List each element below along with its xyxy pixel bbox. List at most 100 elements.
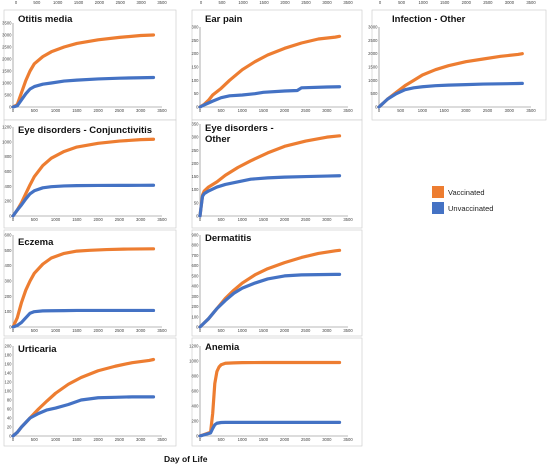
x-tick-label: 1500 [259, 437, 269, 442]
x-tick-label: 3000 [136, 328, 146, 333]
x-tick-label: 2000 [93, 217, 103, 222]
top-axis-tick-label: 2500 [116, 0, 126, 5]
panel-ear-pain: 0 50 100 150 200 250 3000 500 1000 1500 2000 2500 30… [192, 9, 363, 121]
x-tick-label: 500 [218, 217, 226, 222]
x-tick-label: 1000 [51, 328, 61, 333]
y-tick-label: 150 [192, 65, 200, 70]
y-tick-label: 3000 [368, 25, 378, 30]
panel-frame [3, 337, 177, 447]
x-axis-label: Day of Life [164, 454, 208, 464]
x-tick-label: 0 [199, 328, 202, 333]
y-tick-label: 2500 [368, 38, 378, 43]
y-tick-label: 600 [192, 263, 200, 268]
x-tick-label: 3000 [322, 108, 332, 113]
x-tick-label: 500 [31, 437, 39, 442]
panel-frame [3, 119, 177, 229]
legend-swatch-unvaccinated [432, 202, 444, 214]
x-tick-label: 1000 [238, 437, 248, 442]
x-tick-label: 2500 [301, 328, 311, 333]
series-line-unvaccinated [198, 272, 342, 329]
y-tick-label: 1000 [2, 81, 12, 86]
series-line-unvaccinated [11, 75, 156, 109]
y-tick-label: 200 [192, 51, 200, 56]
x-tick-label: 3500 [343, 328, 353, 333]
x-tick-label: 500 [218, 108, 226, 113]
y-tick-label: 400 [192, 284, 200, 289]
y-tick-label: 1000 [189, 359, 199, 364]
y-tick-label: 900 [192, 233, 200, 238]
y-tick-label: 250 [192, 148, 200, 153]
panel-frame [3, 9, 177, 121]
y-tick-label: 400 [192, 404, 200, 409]
x-tick-label: 2500 [115, 437, 125, 442]
y-tick-label: 100 [5, 389, 13, 394]
x-tick-label: 1500 [72, 437, 82, 442]
top-axis-strip: 0 500 1000 1500 2000 2500 3000 3500 0 500 1000 1500… [15, 0, 536, 5]
top-axis-tick-label: 1000 [53, 0, 63, 5]
x-tick-label: 3500 [343, 217, 353, 222]
series-line-vaccinated [198, 360, 342, 438]
y-tick-label: 50 [194, 91, 199, 96]
panel-urticaria: 0 20 40 60 80 100 120 140 160 180 2000 500 1000 1500 2… [3, 337, 177, 447]
y-tick-label: 180 [5, 353, 13, 358]
x-tick-label: 1000 [238, 328, 248, 333]
y-tick-label: 1200 [189, 344, 199, 349]
x-tick-label: 1000 [418, 108, 428, 113]
series-line-unvaccinated [11, 308, 156, 329]
x-tick-label: 500 [31, 217, 39, 222]
y-tick-label: 120 [5, 380, 13, 385]
y-tick-label: 800 [5, 154, 13, 159]
y-tick-label: 150 [192, 174, 200, 179]
top-axis-tick-label: 0 [15, 0, 18, 5]
y-tick-label: 0 [196, 105, 199, 110]
x-tick-label: 3000 [322, 437, 332, 442]
y-tick-label: 1000 [2, 139, 12, 144]
x-tick-label: 2000 [280, 328, 290, 333]
x-tick-label: 1000 [238, 108, 248, 113]
y-tick-label: 100 [192, 314, 200, 319]
y-tick-label: 2000 [368, 51, 378, 56]
x-tick-label: 3500 [157, 108, 167, 113]
x-tick-label: 3500 [343, 437, 353, 442]
y-tick-label: 350 [192, 122, 200, 127]
panel-title: Eczema [18, 237, 54, 248]
y-tick-label: 100 [192, 187, 200, 192]
x-tick-label: 2500 [115, 108, 125, 113]
x-tick-label: 0 [199, 437, 202, 442]
x-tick-label: 3500 [157, 437, 167, 442]
x-tick-label: 2000 [93, 328, 103, 333]
y-tick-label: 800 [192, 374, 200, 379]
panel-title: Urticaria [18, 344, 57, 355]
x-tick-label: 1000 [51, 437, 61, 442]
y-tick-label: 0 [196, 325, 199, 330]
x-tick-label: 0 [12, 108, 15, 113]
y-tick-label: 250 [192, 38, 200, 43]
y-tick-label: 200 [192, 161, 200, 166]
top-axis-tick-label: 1000 [418, 0, 428, 5]
top-axis-tick-label: 2000 [462, 0, 472, 5]
top-axis-tick-label: 3500 [343, 0, 353, 5]
x-tick-label: 0 [199, 217, 202, 222]
y-tick-label: 300 [192, 135, 200, 140]
x-tick-label: 500 [31, 108, 39, 113]
x-tick-label: 500 [397, 108, 405, 113]
top-axis-tick-label: 1000 [238, 0, 248, 5]
x-tick-label: 3000 [136, 217, 146, 222]
y-tick-label: 0 [375, 105, 378, 110]
y-tick-label: 140 [5, 371, 13, 376]
x-tick-label: 0 [12, 437, 15, 442]
y-tick-label: 500 [371, 91, 379, 96]
y-tick-label: 600 [192, 389, 200, 394]
x-tick-label: 2000 [461, 108, 471, 113]
y-tick-label: 600 [5, 233, 13, 238]
x-tick-label: 1500 [259, 217, 269, 222]
x-tick-label: 2000 [93, 108, 103, 113]
x-tick-label: 3500 [343, 108, 353, 113]
y-tick-label: 2000 [2, 57, 12, 62]
